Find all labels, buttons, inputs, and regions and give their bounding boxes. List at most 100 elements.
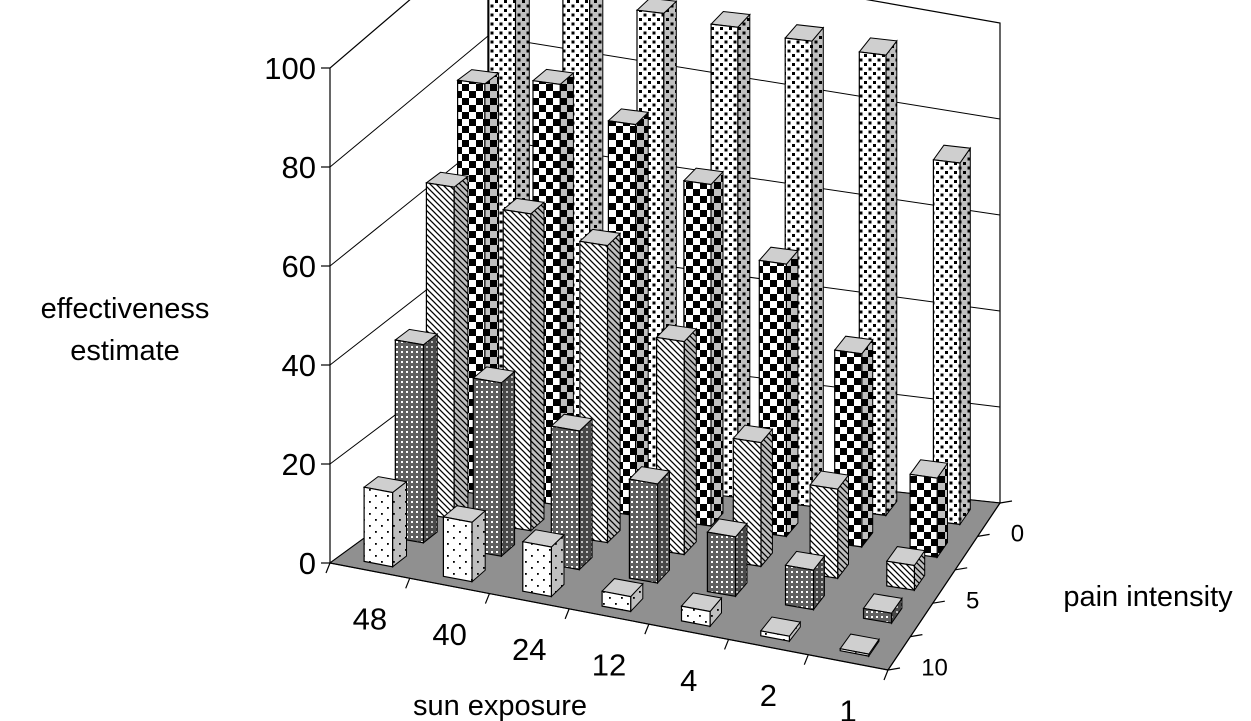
bar-side-shade	[472, 510, 486, 582]
bar-side-shade	[501, 371, 515, 557]
bar	[710, 10, 751, 499]
bar	[472, 366, 516, 558]
depth-tick-label: 5	[966, 588, 979, 615]
bar	[759, 616, 802, 643]
bar	[758, 246, 799, 538]
bar-side-shade	[530, 202, 544, 531]
bar	[601, 578, 644, 613]
y-axis-label-line-2: estimate	[70, 335, 180, 367]
bar	[706, 518, 748, 598]
y-tick-label: 20	[282, 447, 316, 482]
bar	[362, 476, 408, 568]
depth-tick-mark	[910, 634, 923, 638]
bar-front	[932, 159, 961, 526]
bar-side-shade	[789, 622, 801, 642]
depth-tick-mark	[977, 533, 990, 537]
chart-bars	[362, 0, 972, 658]
bar-side-shade	[454, 176, 468, 519]
depth-tick-mark	[932, 600, 945, 604]
bar-side-shade	[423, 334, 438, 543]
bar-side-shade	[891, 598, 902, 624]
x-tick-label: 24	[512, 632, 546, 667]
bar-front	[680, 605, 711, 628]
bar-side-shade	[837, 475, 849, 579]
bar-side-shade	[630, 583, 643, 612]
bar	[655, 324, 698, 556]
y-axis-label-line-1: effectiveness	[41, 293, 210, 325]
bar-side-shade	[786, 250, 798, 537]
z-axis-line	[887, 502, 1001, 671]
bar-side-shade	[813, 556, 825, 610]
x-axis-line	[329, 562, 889, 671]
bar-side-shade	[607, 233, 621, 543]
bar-side-shade	[761, 429, 773, 567]
bar-side-shade	[914, 550, 925, 591]
x-tick-mark	[564, 608, 570, 620]
bar-side-shade	[861, 339, 873, 547]
bar-side-shade	[635, 112, 649, 516]
bar-side-shade	[960, 148, 971, 525]
x-tick-mark	[405, 578, 411, 589]
bar-side-shade	[737, 14, 750, 498]
y-tick-label: 80	[282, 150, 316, 185]
bar-side-shade	[735, 523, 747, 597]
bar-side-shade	[937, 463, 948, 558]
y-tick-label: 60	[282, 249, 316, 284]
y-tick-label: 100	[264, 51, 316, 86]
bar-front	[522, 540, 553, 598]
bar-front	[628, 478, 659, 584]
bar-side-shade	[811, 27, 824, 507]
bar-front	[909, 473, 938, 558]
x-tick-label: 12	[592, 648, 626, 683]
x-tick-mark	[325, 562, 331, 574]
depth-tick-mark	[887, 667, 901, 671]
x-tick-mark	[883, 669, 889, 681]
bar-side-shade	[392, 481, 407, 567]
x-tick-label: 2	[760, 678, 777, 713]
bar	[858, 37, 898, 517]
bar	[862, 593, 903, 625]
bar-side-shade	[657, 471, 670, 583]
bar	[732, 424, 774, 568]
bar	[628, 466, 671, 585]
bar	[442, 505, 487, 583]
bar-front	[839, 647, 870, 657]
bar-front	[601, 590, 632, 613]
bar-side-shade	[684, 328, 697, 555]
bar-front	[706, 531, 737, 598]
bar	[839, 633, 880, 658]
x-axis-label: sun exposure	[413, 690, 587, 721]
bar-front	[862, 607, 893, 624]
depth-tick-mark	[999, 500, 1013, 504]
depth-tick-label: 0	[1011, 521, 1024, 548]
x-tick-label: 4	[680, 663, 697, 698]
depth-tick-label: 10	[921, 654, 948, 681]
x-tick-mark	[484, 593, 490, 604]
bar	[680, 592, 723, 628]
y-tick-label: 40	[282, 348, 316, 383]
bar	[932, 144, 972, 527]
x-tick-label: 40	[432, 617, 466, 652]
gridline	[329, 35, 1001, 168]
bar-front	[363, 486, 394, 568]
bar-side-shade	[710, 598, 722, 627]
bar	[885, 546, 926, 592]
x-tick-mark	[644, 623, 650, 635]
chart-axes	[321, 67, 1013, 681]
bar-front	[442, 516, 473, 583]
bar-side-shade	[886, 40, 897, 516]
bar-side-shade	[711, 171, 723, 526]
bar-front	[760, 630, 791, 642]
bar-side-shade	[560, 73, 574, 506]
depth-tick-mark	[955, 567, 968, 571]
bar-front	[784, 564, 815, 611]
x-tick-mark	[803, 654, 809, 665]
bar-side-shade	[579, 418, 593, 570]
bar-front	[886, 560, 916, 591]
x-tick-mark	[724, 639, 730, 650]
bar	[521, 529, 566, 598]
x-tick-label: 48	[353, 602, 387, 637]
y-tick-label: 0	[299, 546, 316, 581]
